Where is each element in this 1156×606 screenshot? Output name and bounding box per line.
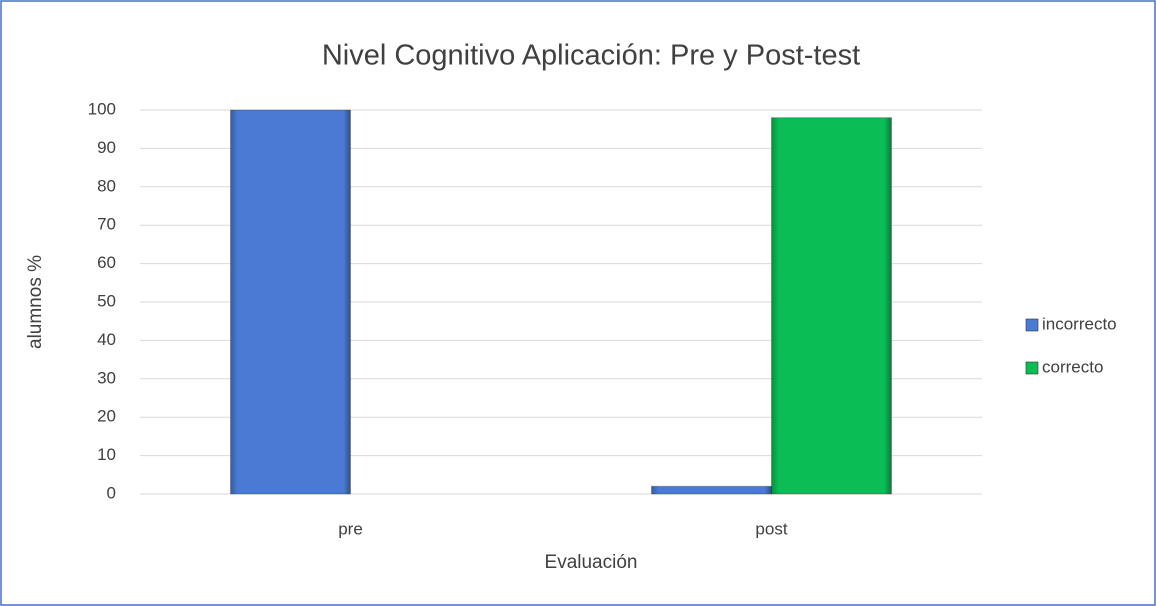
y-tick-label: 10 — [97, 445, 116, 464]
y-tick-label: 0 — [107, 483, 116, 502]
chart-title: Nivel Cognitivo Aplicación: Pre y Post-t… — [322, 40, 860, 72]
y-tick-label: 20 — [97, 407, 116, 426]
legend-swatch — [1025, 361, 1039, 375]
bar — [771, 117, 892, 495]
legend-label: correcto — [1042, 357, 1103, 376]
x-tick-label: post — [755, 519, 787, 538]
y-tick-label: 100 — [88, 99, 116, 118]
y-tick-label: 40 — [97, 330, 116, 349]
y-tick-label: 70 — [97, 215, 116, 234]
legend-swatch — [1025, 318, 1039, 332]
x-tick-label: pre — [338, 519, 363, 538]
y-tick-label: 90 — [97, 138, 116, 157]
x-axis-label: Evaluación — [545, 552, 638, 573]
y-tick-label: 60 — [97, 253, 116, 272]
legend-label: incorrecto — [1042, 314, 1117, 333]
y-axis-label: alumnos % — [25, 255, 46, 349]
bar — [651, 485, 772, 495]
y-tick-label: 30 — [97, 368, 116, 387]
y-tick-label: 80 — [97, 176, 116, 195]
y-tick-label: 50 — [97, 291, 116, 310]
bar — [230, 109, 351, 495]
